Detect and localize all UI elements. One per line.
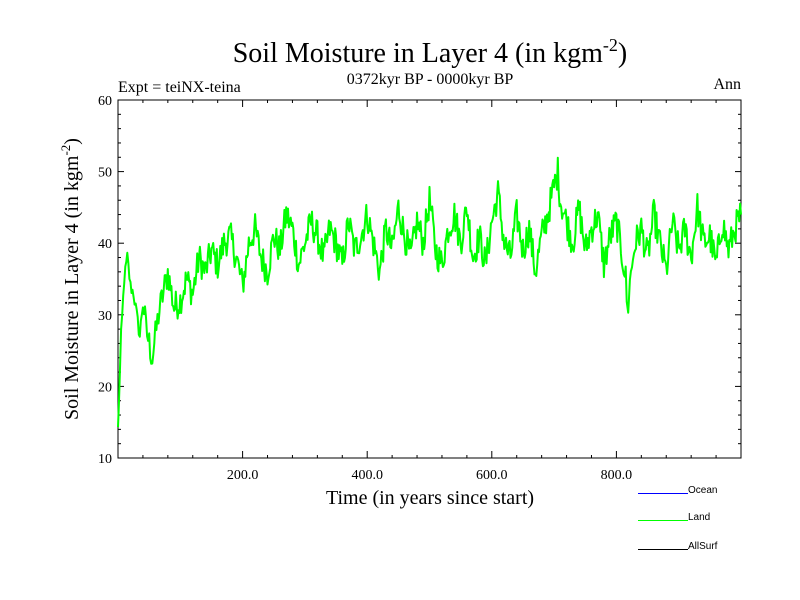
legend-item-allsurf: AllSurf	[638, 540, 758, 560]
series-line-land	[117, 156, 742, 428]
legend-label-land: Land	[688, 512, 711, 523]
x-axis-label: Time (in years since start)	[326, 487, 534, 509]
legend-item-land: Land	[638, 511, 758, 531]
legend-item-ocean: Ocean	[638, 484, 758, 504]
y-tick-label: 20	[98, 380, 112, 395]
legend-swatch-ocean	[638, 493, 688, 494]
y-tick-label: 30	[98, 309, 112, 324]
season-label: Ann	[713, 76, 741, 93]
x-tick-label: 400.0	[351, 468, 383, 483]
y-tick-label: 50	[98, 166, 112, 181]
x-tick-label: 600.0	[476, 468, 508, 483]
plot-frame	[117, 99, 742, 459]
y-tick-label: 60	[98, 94, 112, 109]
y-axis-label: Soil Moisture in Layer 4 (in kgm-2)	[58, 138, 83, 420]
legend-swatch-allsurf	[638, 549, 688, 550]
x-axis: 200.0 400.0 600.0 800.0	[142, 100, 717, 483]
experiment-label: Expt = teiNX-teina	[118, 79, 241, 96]
chart-title: Soil Moisture in Layer 4 (in kgm-2)	[233, 35, 628, 69]
chart-subtitle: 0372kyr BP - 0000kyr BP	[347, 71, 514, 88]
x-tick-label: 200.0	[227, 468, 259, 483]
y-tick-label: 10	[98, 452, 112, 467]
legend-swatch-land	[638, 520, 688, 521]
y-tick-label: 40	[98, 237, 112, 252]
x-tick-label: 800.0	[601, 468, 633, 483]
y-axis: 10 20 30 40 50 60	[98, 94, 741, 467]
legend-label-allsurf: AllSurf	[688, 541, 718, 552]
legend-label-ocean: Ocean	[688, 485, 718, 496]
